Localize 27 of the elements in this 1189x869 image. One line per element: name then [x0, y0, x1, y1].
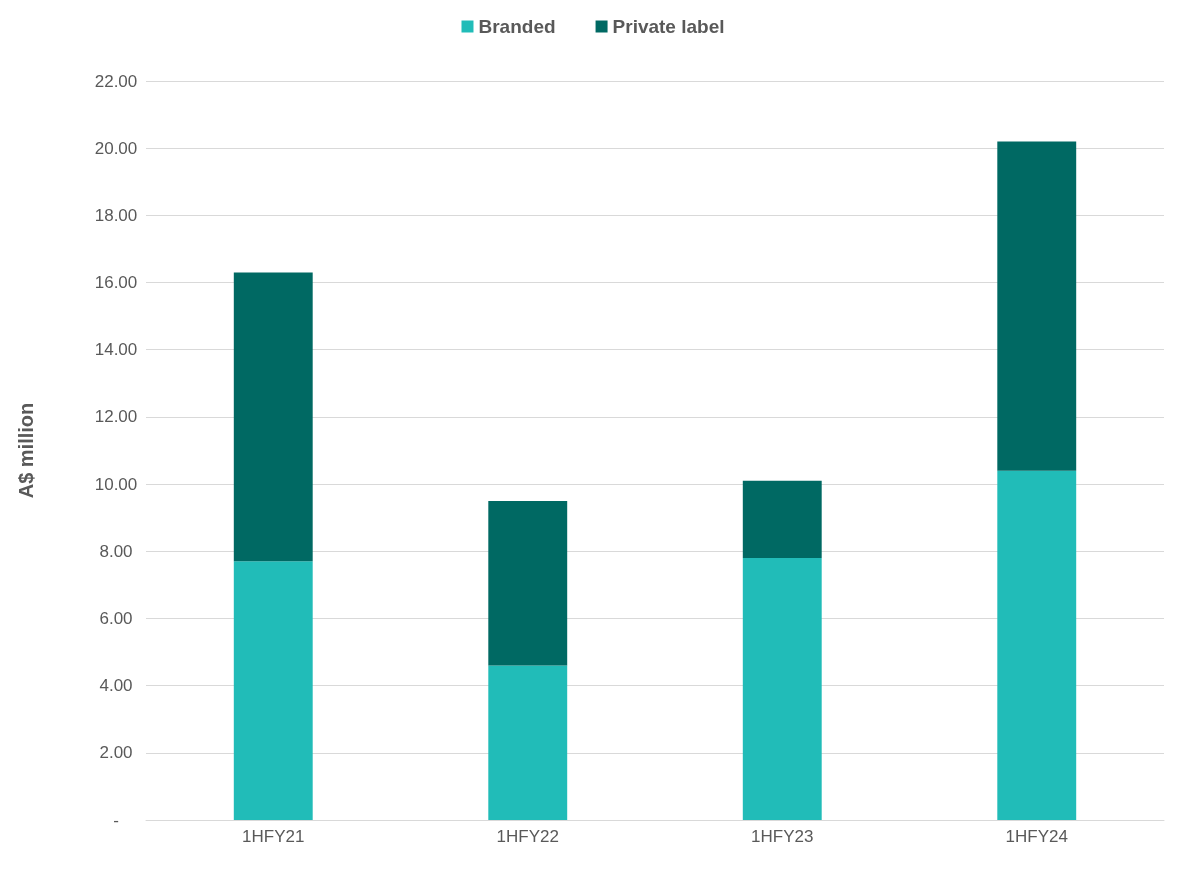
y-tick-label: 22.00 — [94, 71, 138, 91]
y-axis-title: A$ million — [15, 402, 37, 499]
y-tick-label: 20.00 — [94, 138, 138, 158]
bar — [742, 480, 822, 558]
legend-label: Private label — [612, 16, 725, 37]
y-tick-label: 6.00 — [99, 608, 133, 628]
y-tick-label: 4.00 — [99, 676, 133, 696]
y-tick-label: 8.00 — [99, 541, 133, 561]
bar — [997, 470, 1077, 820]
y-tick-label: - — [113, 810, 119, 830]
bar — [233, 561, 313, 820]
bar — [997, 141, 1077, 471]
x-tick-label: 1HFY23 — [751, 827, 814, 846]
x-tick-label: 1HFY24 — [1005, 827, 1068, 846]
y-tick-label: 14.00 — [94, 340, 138, 360]
x-tick-label: 1HFY22 — [496, 827, 559, 846]
bar — [742, 557, 822, 820]
x-tick-label: 1HFY21 — [242, 827, 305, 846]
legend-label: Branded — [478, 16, 556, 37]
bar — [488, 500, 568, 666]
y-tick-label: 12.00 — [94, 407, 138, 427]
y-tick-label: 10.00 — [94, 474, 138, 494]
bar — [488, 665, 568, 820]
y-tick-label: 18.00 — [94, 205, 138, 225]
bar — [233, 272, 313, 562]
y-tick-label: 16.00 — [94, 273, 138, 293]
y-tick-label: 2.00 — [99, 743, 133, 763]
